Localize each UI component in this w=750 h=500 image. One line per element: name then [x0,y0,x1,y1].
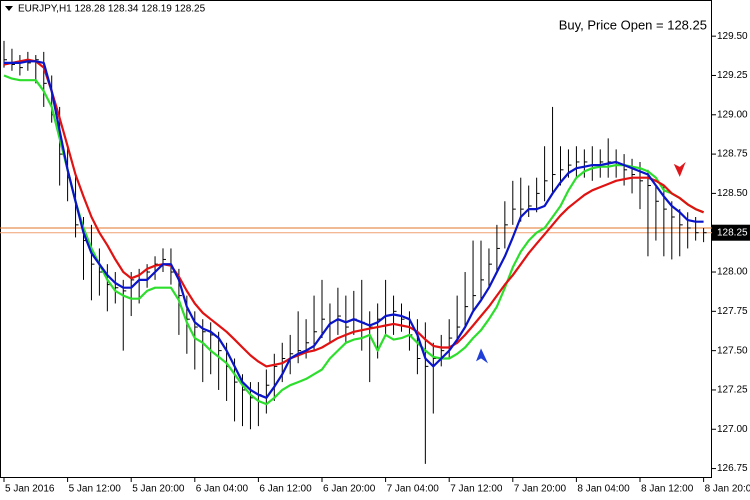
y-tick-label: 128.00 [717,267,748,278]
indicator-line [3,74,705,406]
y-tick-label: 129.25 [717,70,748,81]
x-tick-label: 8 Jan 12:00 [641,484,694,495]
annotation: Buy, Price Open = 128.25 [559,17,707,32]
x-tick-label: 7 Jan 20:00 [514,484,567,495]
marks [0,40,712,464]
menu-triangle [5,6,13,11]
y-tick-label: 126.75 [717,463,748,474]
x-tick-label: 6 Jan 12:00 [259,484,312,495]
y-tick-label: 127.75 [717,306,748,317]
indicator-line [3,58,705,368]
x-tick-label: 7 Jan 12:00 [450,484,503,495]
y-tick-label: 127.00 [717,424,748,435]
price-label: 128.25 [717,227,748,238]
y-tick-label: 128.75 [717,149,748,160]
chart-title: EURJPY,H1 128.28 128.34 128.19 128.25 [18,4,206,15]
y-tick-label: 127.25 [717,385,748,396]
y-tick-label: 127.50 [717,345,748,356]
x-tick-label: 5 Jan 2016 [5,484,55,495]
x-tick-label: 8 Jan 20:00 [705,484,750,495]
y-tick-label: 129.50 [717,31,748,42]
x-tick-label: 5 Jan 12:00 [69,484,122,495]
x-tick-label: 6 Jan 20:00 [323,484,376,495]
x-tick-label: 5 Jan 20:00 [132,484,185,495]
price-label-box [712,224,750,241]
x-tick-label: 6 Jan 04:00 [196,484,249,495]
x-tick-label: 7 Jan 04:00 [387,484,440,495]
y-tick-label: 129.00 [717,109,748,120]
indicator-line [4,60,704,399]
signal-arrow [673,161,686,177]
signal-arrow [476,348,488,364]
plot-frame [0,0,712,478]
x-tick-label: 8 Jan 04:00 [577,484,630,495]
y-tick-label: 128.50 [717,188,748,199]
